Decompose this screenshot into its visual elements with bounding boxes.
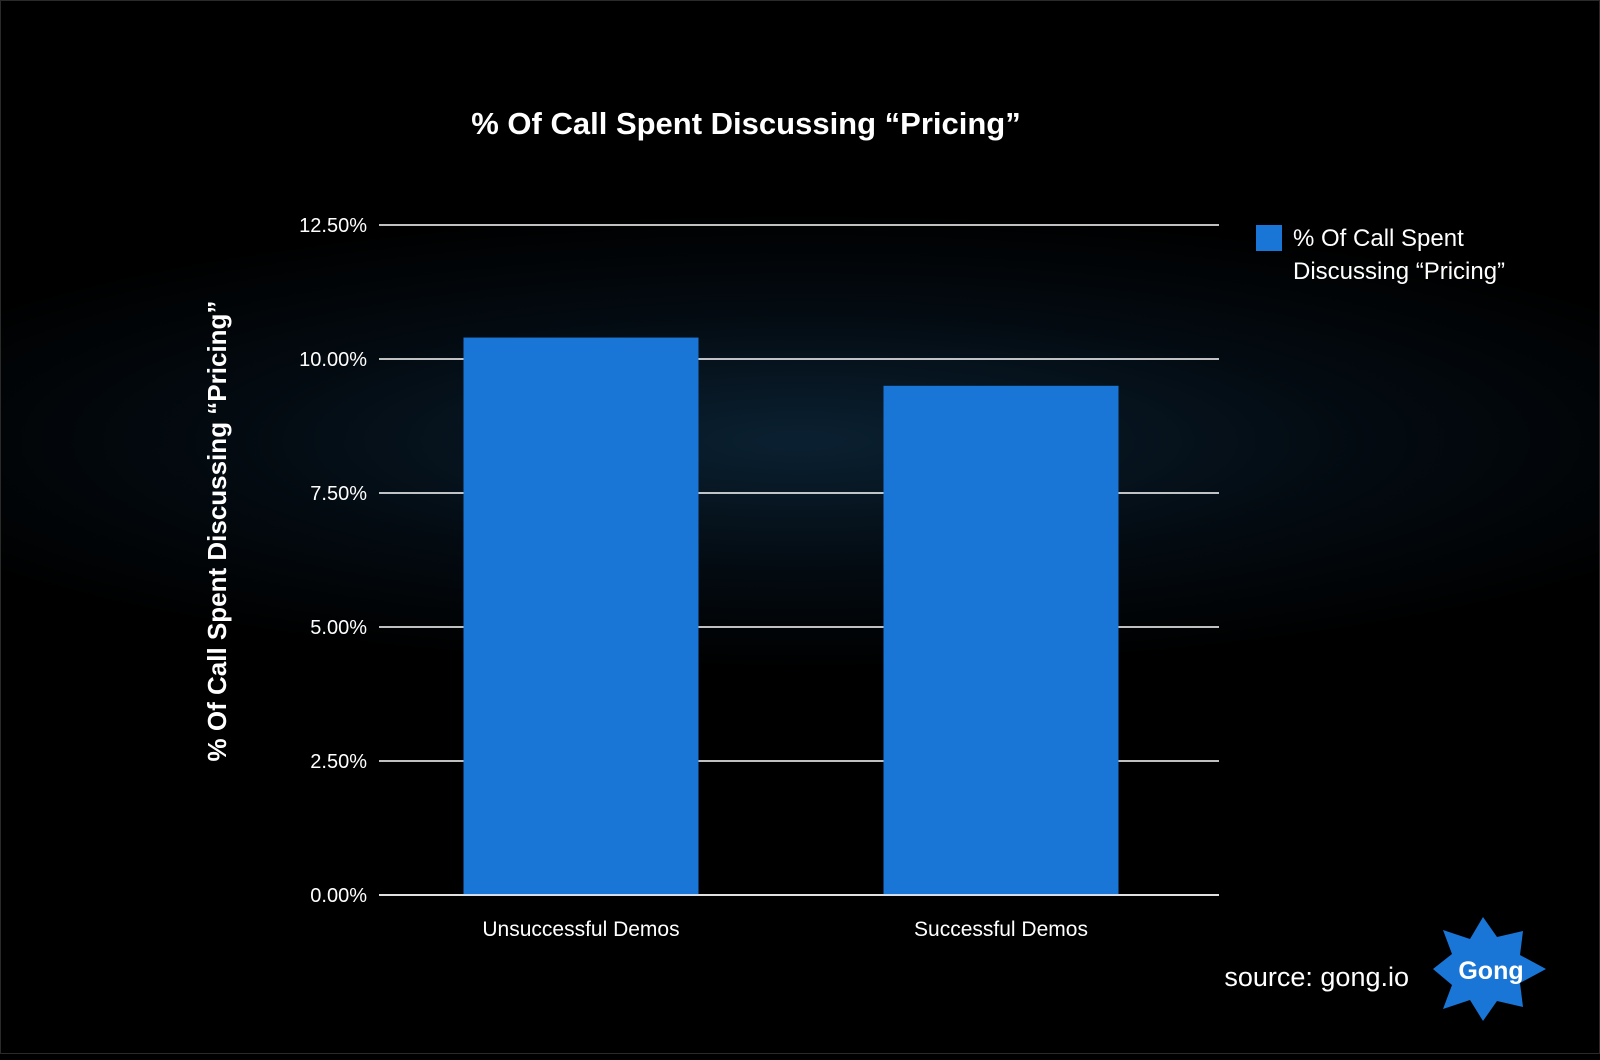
bar-unsuccessful-demos xyxy=(463,337,699,895)
gong-logo-text: Gong xyxy=(1458,957,1523,985)
bar-successful-demos xyxy=(883,385,1119,895)
legend-label-line-1: % Of Call Spent xyxy=(1293,225,1464,252)
y-tick-label: 2.50% xyxy=(310,751,367,773)
y-tick-label: 12.50% xyxy=(299,215,367,237)
y-axis-label: % Of Call Spent Discussing “Pricing” xyxy=(202,301,232,762)
y-tick-label: 10.00% xyxy=(299,349,367,371)
gong-logo: Gong xyxy=(1433,917,1546,1021)
y-tick-label: 5.00% xyxy=(310,617,367,639)
x-axis-ticks: Unsuccessful Demos Successful Demos xyxy=(379,894,1219,941)
y-axis-ticks: 0.00% 2.50% 5.00% 7.50% 10.00% 12.50% xyxy=(299,215,367,907)
legend: % Of Call Spent Discussing “Pricing” xyxy=(1256,225,1505,285)
legend-swatch xyxy=(1256,225,1282,251)
chart-title: % Of Call Spent Discussing “Pricing” xyxy=(471,106,1021,141)
y-tick-label: 7.50% xyxy=(310,483,367,505)
legend-label-line-2: Discussing “Pricing” xyxy=(1293,258,1505,285)
x-tick-label: Successful Demos xyxy=(914,918,1088,941)
source-caption: source: gong.io xyxy=(1224,962,1409,992)
gong-logo-badge-icon xyxy=(1433,917,1546,1021)
x-tick-label: Unsuccessful Demos xyxy=(482,918,679,941)
bars xyxy=(463,337,1119,895)
y-tick-label: 0.00% xyxy=(310,885,367,907)
